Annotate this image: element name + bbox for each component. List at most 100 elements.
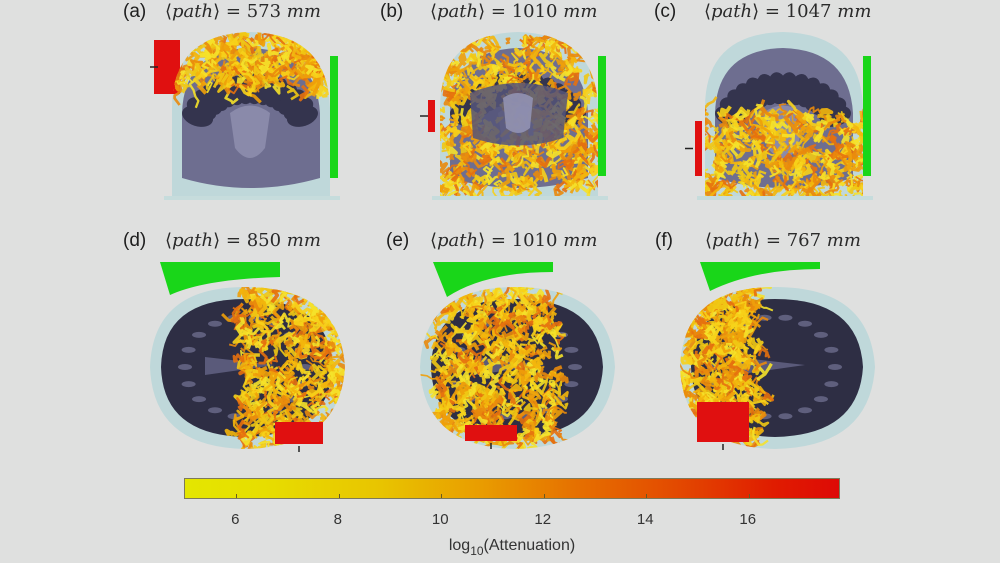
photon-path — [555, 287, 566, 295]
photon-path — [487, 376, 499, 396]
photon-path — [253, 443, 266, 449]
photon-path — [476, 50, 487, 68]
photon-path — [494, 299, 511, 306]
photon-path — [180, 36, 186, 45]
photon-path — [511, 183, 530, 192]
gyrus — [208, 320, 222, 327]
photon-path — [498, 74, 514, 83]
photon-path — [508, 337, 527, 353]
photon-path — [337, 412, 345, 431]
caption-value: 850 — [246, 230, 282, 251]
photon-path — [718, 189, 739, 196]
colorbar-tick-label: 6 — [231, 511, 240, 528]
photon-path — [452, 75, 466, 89]
photon-path — [855, 121, 863, 132]
photon-path — [581, 35, 592, 52]
photon-path — [440, 114, 446, 121]
photon-path — [305, 60, 316, 78]
photon-path — [798, 126, 814, 136]
photon-path — [448, 365, 471, 381]
photon-path — [534, 372, 548, 383]
photon-path — [424, 309, 439, 321]
photon-path — [709, 376, 720, 388]
photon-path — [314, 47, 327, 62]
photon-path — [319, 46, 327, 60]
photon-path — [783, 115, 800, 134]
photon-path — [322, 61, 330, 74]
colorbar-tick-label: 14 — [636, 511, 654, 528]
photon-path — [309, 448, 320, 449]
photon-path — [533, 170, 544, 181]
colorbar-title-sub: 10 — [470, 544, 484, 558]
photon-path — [184, 62, 201, 80]
photon-path — [212, 34, 224, 43]
photon-path — [206, 81, 213, 94]
photon-path — [782, 175, 790, 192]
caption-equals: = — [225, 1, 241, 22]
photon-path — [246, 355, 254, 372]
colorbar-title-rest: (Attenuation) — [483, 537, 576, 554]
detector-marker — [598, 56, 606, 176]
photon-path — [334, 372, 345, 386]
photon-path — [196, 81, 208, 95]
photon-path — [462, 78, 471, 88]
photon-path — [291, 34, 299, 45]
photon-path — [521, 177, 534, 189]
photon-path — [743, 344, 750, 354]
photon-path — [294, 32, 311, 46]
photon-path — [518, 68, 528, 80]
caption-unit: mm — [286, 1, 321, 22]
photon-path — [172, 79, 190, 88]
photon-path — [269, 64, 286, 78]
photon-path — [583, 147, 598, 157]
photon-path — [547, 405, 567, 414]
photon-path — [340, 425, 345, 442]
photon-path — [305, 64, 318, 76]
photon-path — [304, 409, 321, 420]
photon-path — [341, 294, 345, 307]
photon-path — [564, 70, 580, 86]
photon-path — [280, 274, 294, 283]
photon-path — [263, 287, 274, 292]
photon-path — [440, 61, 445, 77]
photon-path — [523, 403, 538, 412]
gyrus — [813, 396, 828, 403]
photon-path — [476, 184, 488, 196]
photon-path — [321, 294, 333, 316]
photon-path — [555, 188, 561, 192]
photon-path — [268, 371, 278, 389]
photon-path — [551, 172, 573, 189]
photon-path — [846, 146, 862, 172]
photon-path — [550, 40, 559, 56]
caption-quantity: path — [712, 230, 754, 251]
photon-path — [329, 412, 345, 433]
coronal-brain-image — [420, 32, 608, 200]
photon-path — [801, 186, 823, 196]
photon-path — [764, 180, 777, 194]
photon-path — [563, 159, 575, 170]
photon-path — [233, 55, 246, 71]
photon-path — [851, 143, 863, 160]
photon-path — [318, 85, 330, 98]
photon-path — [248, 295, 264, 317]
photon-path — [481, 405, 489, 413]
caption-quantity: path — [437, 1, 479, 22]
photon-path — [593, 108, 598, 120]
photon-path — [431, 290, 444, 305]
photon-path — [711, 321, 724, 331]
photon-path — [744, 187, 754, 196]
photon-path — [337, 424, 345, 438]
photon-path — [508, 383, 523, 399]
photon-path — [585, 180, 594, 194]
photon-path — [530, 318, 542, 338]
photon-path — [440, 174, 457, 187]
photon-path — [728, 359, 741, 377]
photon-path — [303, 287, 318, 302]
photon-path — [475, 138, 487, 155]
photon-path — [193, 32, 212, 41]
photon-path — [256, 32, 266, 47]
photon-path — [843, 127, 852, 136]
gyrus — [798, 320, 812, 327]
photon-path — [492, 186, 503, 196]
photon-path — [524, 303, 534, 311]
